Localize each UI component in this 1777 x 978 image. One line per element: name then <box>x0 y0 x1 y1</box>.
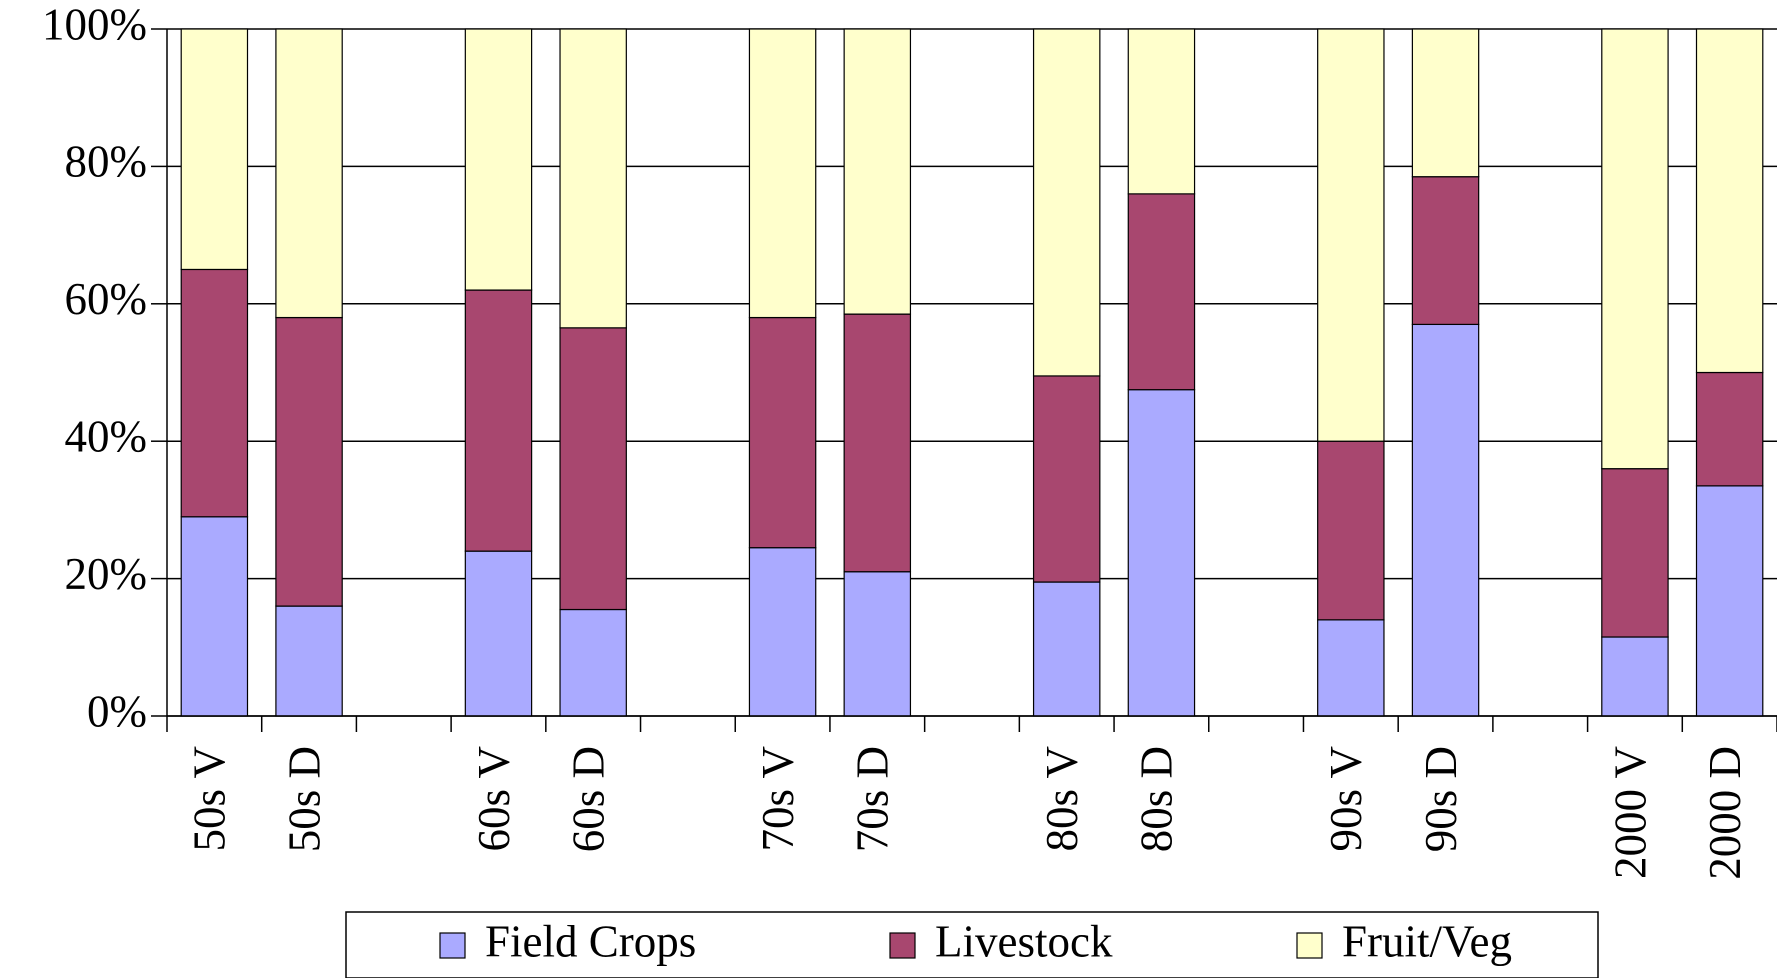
x-tick-label: 50s V <box>185 746 235 851</box>
bar-segment <box>1032 581 1101 717</box>
bar-segment <box>180 28 249 271</box>
bar-segment <box>843 313 912 573</box>
x-tick-label: 90s V <box>1321 746 1371 851</box>
bar-segment <box>464 289 533 552</box>
legend-swatch <box>1296 932 1323 959</box>
bar-segment <box>275 316 343 607</box>
y-tick-label: 100% <box>42 0 147 49</box>
legend-label: Field Crops <box>485 916 696 966</box>
x-tick-label: 80s V <box>1037 746 1087 851</box>
bar-segment <box>1127 193 1196 391</box>
x-tick-label: 50s D <box>279 746 329 852</box>
y-tick-label: 40% <box>65 412 148 462</box>
x-tick-label: 90s D <box>1416 746 1466 852</box>
bar-segment <box>748 316 817 549</box>
x-tick-label: 70s D <box>848 746 898 852</box>
bar-segment <box>843 28 912 315</box>
y-tick-label: 20% <box>65 549 148 599</box>
bar-segment <box>1317 28 1385 442</box>
x-tick-label: 60s D <box>564 746 614 852</box>
bar-segment <box>1317 619 1385 717</box>
bar-segment <box>464 550 533 717</box>
y-tick-label: 60% <box>65 274 148 324</box>
legend-swatch <box>439 932 466 959</box>
bar-segment <box>1411 323 1480 717</box>
legend-box <box>345 911 1599 978</box>
bar-segment <box>1317 440 1385 621</box>
bar-segment <box>1411 28 1480 178</box>
x-tick-label: 70s V <box>753 746 803 851</box>
bar-segment <box>1601 636 1669 717</box>
x-tick-label: 60s V <box>469 746 519 851</box>
legend: Field Crops Livestock Fruit/Veg <box>345 911 1599 978</box>
bar-segment <box>1127 389 1196 717</box>
bar-segment <box>1032 375 1101 583</box>
bar-segment <box>559 28 627 329</box>
bar-segment <box>464 28 533 291</box>
bar-segment <box>559 327 627 611</box>
y-tick-label: 80% <box>65 137 148 187</box>
x-tick-label: 80s D <box>1132 746 1182 852</box>
y-tick-label: 0% <box>87 686 147 736</box>
bar-segment <box>843 571 912 717</box>
bar-segment <box>748 547 817 717</box>
bar-segment <box>1411 176 1480 326</box>
bar-segment <box>275 28 343 319</box>
bar-segment <box>275 605 343 717</box>
bar-segment <box>1127 28 1196 195</box>
bar-segment <box>748 28 817 319</box>
bar-segment <box>559 608 627 717</box>
legend-label: Fruit/Veg <box>1342 916 1512 966</box>
bar-segment <box>1032 28 1101 377</box>
bar-segment <box>1695 28 1764 374</box>
bar-segment <box>1695 371 1764 487</box>
bar-segment <box>180 268 249 518</box>
bar-segment <box>1695 485 1764 717</box>
x-tick-label: 2000 V <box>1605 746 1655 879</box>
x-tick-label: 2000 D <box>1700 746 1750 880</box>
bar-segment <box>1601 28 1669 470</box>
legend-swatch <box>889 932 916 959</box>
bar-segment <box>1601 468 1669 638</box>
bar-segment <box>180 516 249 717</box>
legend-label: Livestock <box>935 916 1113 966</box>
